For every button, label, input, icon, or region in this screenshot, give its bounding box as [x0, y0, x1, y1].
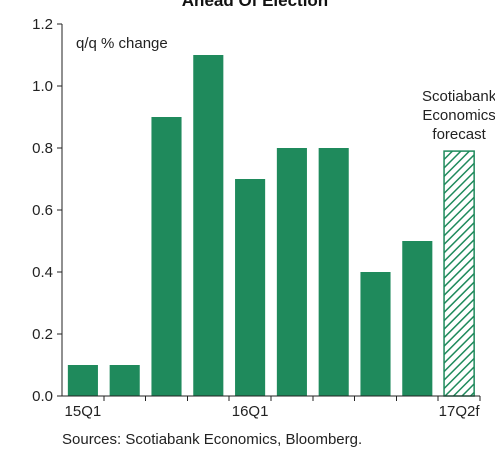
bar — [151, 117, 182, 396]
y-tick-label: 0.8 — [32, 140, 53, 157]
bar — [402, 241, 433, 396]
x-axis: 15Q1 16Q1 17Q2f — [62, 395, 481, 420]
forecast-annotation-line: Economics — [422, 107, 495, 124]
bar — [360, 272, 391, 396]
bar — [235, 179, 266, 396]
forecast-annotation: Scotiabank Economics forecast — [422, 88, 495, 143]
source-note: Sources: Scotiabank Economics, Bloomberg… — [62, 431, 362, 448]
forecast-annotation-line: Scotiabank — [422, 88, 495, 105]
bar — [318, 148, 349, 396]
x-tick-label: 15Q1 — [65, 403, 102, 420]
x-tick-label: 17Q2f — [439, 403, 481, 420]
y-tick-label: 0.6 — [32, 202, 53, 219]
forecast-annotation-line: forecast — [432, 126, 486, 143]
bar — [67, 365, 98, 396]
y-tick-label: 1.0 — [32, 78, 53, 95]
y-tick-label: 0.4 — [32, 264, 53, 281]
y-tick-label: 1.2 — [32, 16, 53, 33]
y-tick-label: 0.0 — [32, 388, 53, 405]
y-tick-label: 0.2 — [32, 326, 53, 343]
x-tick-label: 16Q1 — [232, 403, 269, 420]
chart-title: Ahead Of Election — [182, 0, 328, 10]
bars — [67, 55, 475, 397]
bar — [193, 55, 224, 396]
bar — [276, 148, 307, 396]
bar — [109, 365, 140, 396]
forecast-bar — [443, 150, 475, 397]
y-axis-label: q/q % change — [76, 35, 168, 52]
y-axis: 0.0 0.2 0.4 0.6 0.8 1.0 1.2 — [32, 16, 63, 405]
